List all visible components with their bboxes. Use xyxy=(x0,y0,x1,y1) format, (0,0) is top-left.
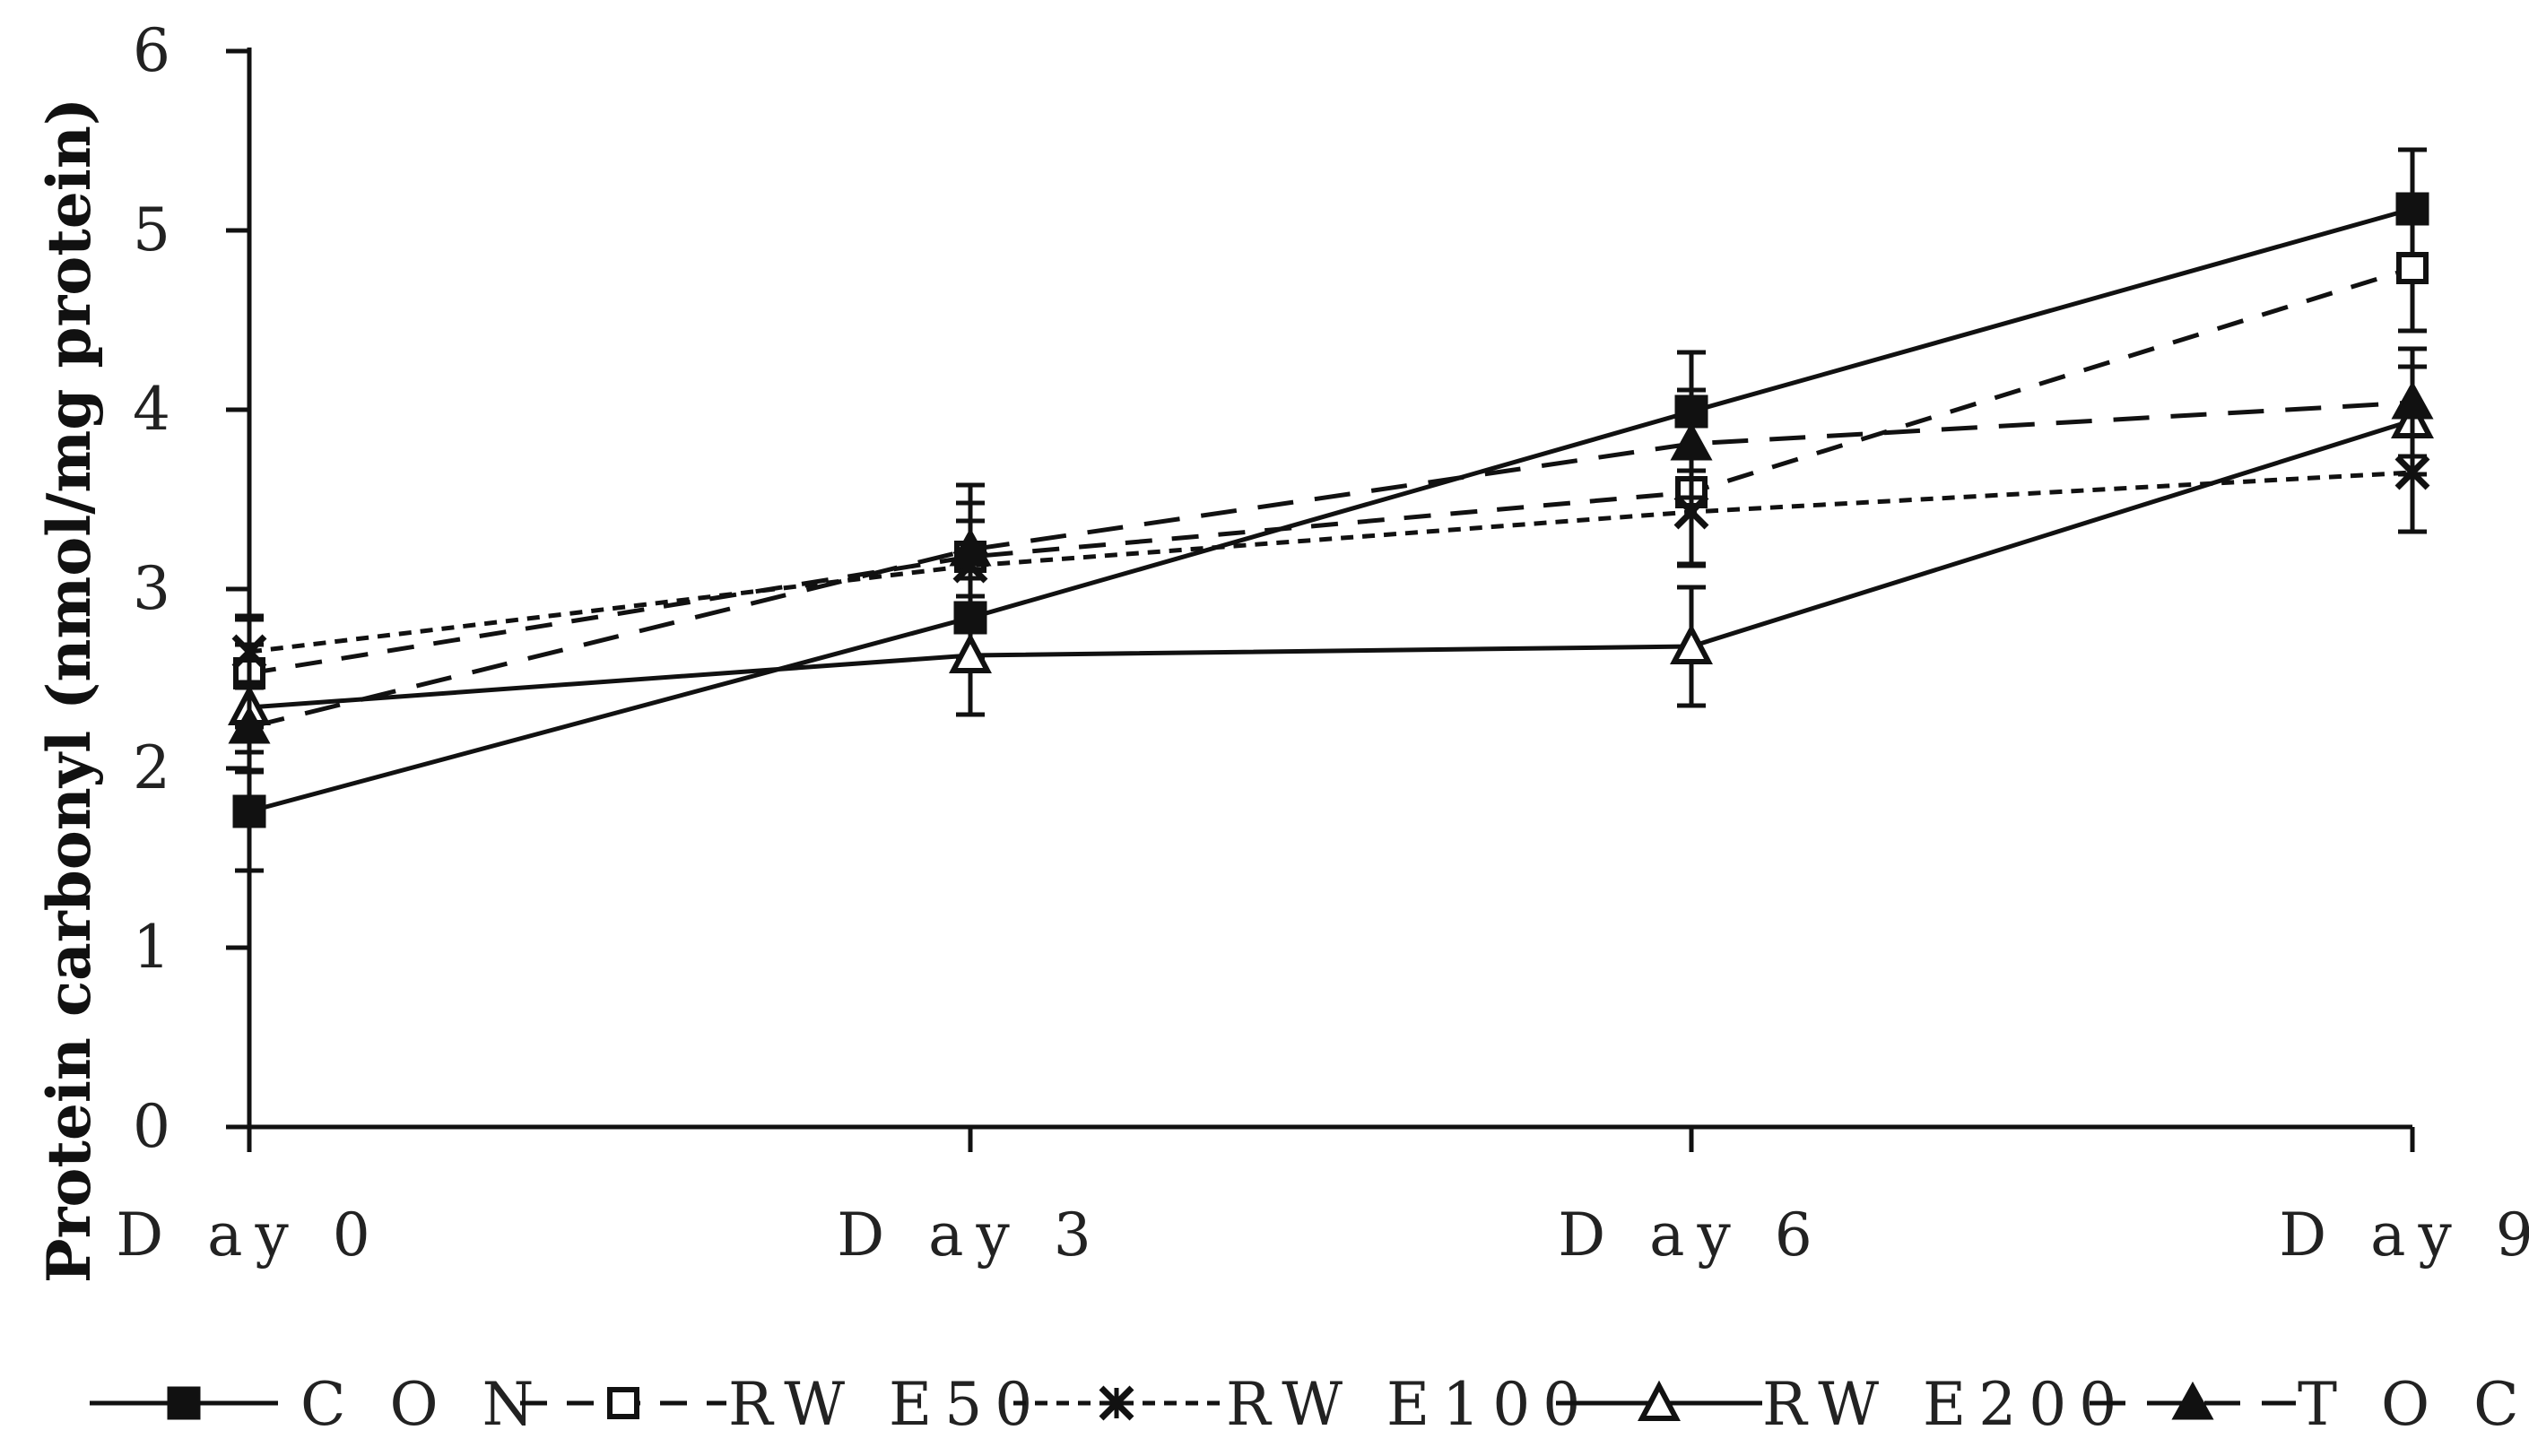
legend-marker xyxy=(1638,1380,1681,1421)
data-point xyxy=(1670,623,1713,664)
y-axis-title: Protein carbonyl (nmol/mg protein) xyxy=(34,98,104,1283)
data-point xyxy=(949,632,992,673)
legend-marker xyxy=(2171,1381,2214,1420)
series-line xyxy=(248,418,2413,710)
legend-item-5: T O C xyxy=(2090,1370,2529,1439)
data-point xyxy=(1670,421,1713,461)
series-line xyxy=(248,400,2413,730)
y-tick-label: 1 xyxy=(133,913,170,982)
legend-label: RW E100 xyxy=(1226,1370,1593,1439)
legend-item-3: RW E100 xyxy=(1013,1370,1593,1439)
legend-item-4: RW E200 xyxy=(1556,1370,2129,1439)
legend-marker xyxy=(1099,1385,1134,1421)
x-axis-ticks: D ay 0 D ay 3 D ay 6 D ay 9 xyxy=(116,1127,2529,1270)
data-point xyxy=(1673,494,1709,530)
legend-label: RW E200 xyxy=(1762,1370,2129,1439)
y-tick-label: 6 xyxy=(133,16,170,85)
legend-label: T O C xyxy=(2298,1370,2529,1439)
data-point xyxy=(228,705,271,744)
legend-marker xyxy=(607,1387,639,1419)
x-tick-label: D ay 3 xyxy=(837,1200,1104,1270)
x-tick-label: D ay 9 xyxy=(2279,1200,2529,1270)
y-tick-label: 5 xyxy=(133,195,170,264)
x-tick-label: D ay 6 xyxy=(1558,1200,1825,1270)
data-point xyxy=(232,794,266,828)
series-line xyxy=(248,470,2413,654)
series-line xyxy=(248,265,2413,676)
legend-label: RW E50 xyxy=(728,1370,1045,1439)
axes xyxy=(247,48,2412,1130)
y-tick-label: 3 xyxy=(133,554,170,623)
series-1 xyxy=(232,147,2429,873)
legend-item-1: C O N xyxy=(90,1370,546,1439)
series-layer xyxy=(228,147,2434,873)
legend-label: C O N xyxy=(300,1370,546,1439)
series-5 xyxy=(228,346,2434,775)
y-tick-label: 2 xyxy=(133,733,170,802)
y-axis-ticks: 0 1 2 3 4 5 6 xyxy=(133,16,249,1161)
legend-marker xyxy=(167,1386,201,1420)
data-point xyxy=(2391,380,2434,420)
series-4 xyxy=(228,364,2434,773)
y-tick-label: 0 xyxy=(133,1092,170,1161)
legend-item-2: RW E50 xyxy=(520,1370,1045,1439)
series-3 xyxy=(231,411,2430,690)
y-tick-label: 4 xyxy=(133,375,170,444)
series-line xyxy=(248,206,2413,814)
legend: C O N RW E50 RW E100 RW E200 T O C xyxy=(90,1370,2529,1439)
data-point xyxy=(2396,252,2429,284)
x-tick-label: D ay 0 xyxy=(116,1200,383,1270)
data-point xyxy=(949,527,992,567)
